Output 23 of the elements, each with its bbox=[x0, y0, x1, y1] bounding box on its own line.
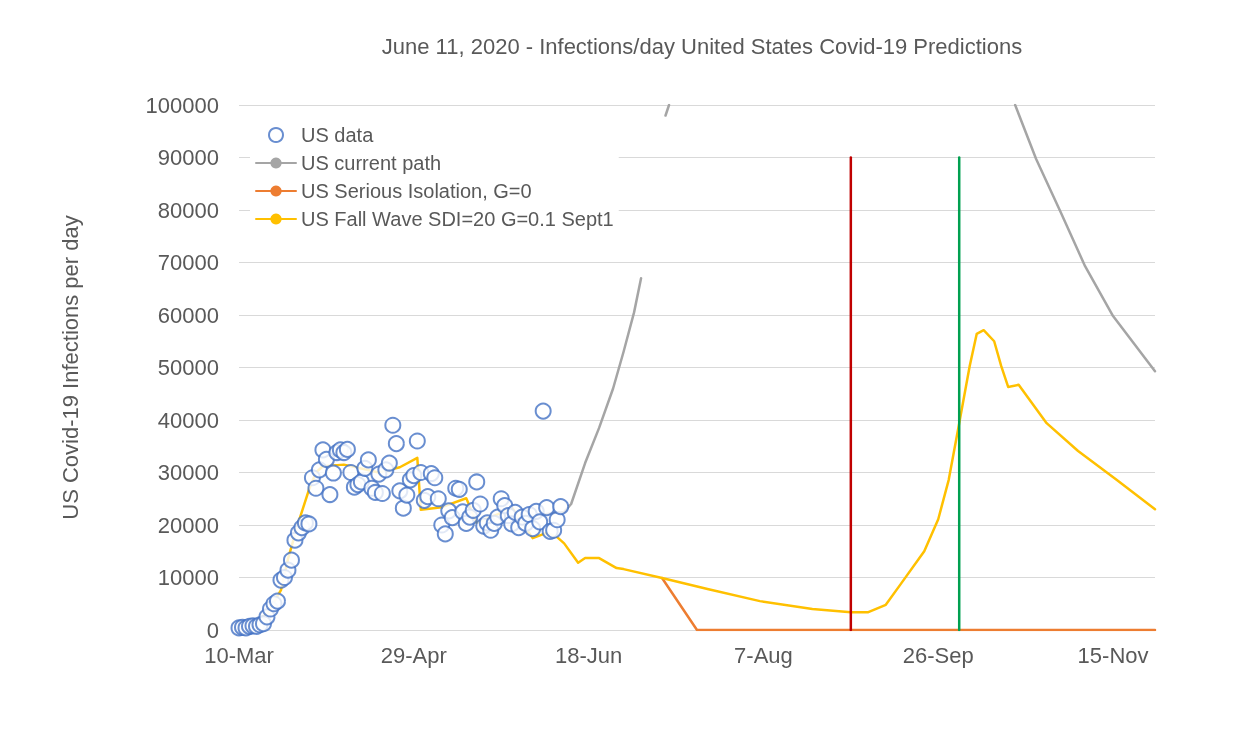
y-axis-title: US Covid-19 Infections per day bbox=[57, 215, 83, 520]
y-tick-label: 20000 bbox=[157, 512, 219, 538]
legend-label: US Serious Isolation, G=0 bbox=[301, 180, 532, 202]
x-tick-label: 15-Nov bbox=[1077, 642, 1149, 668]
y-tick-label: 60000 bbox=[157, 302, 219, 328]
legend-label: US current path bbox=[301, 152, 442, 174]
legend-label: US data bbox=[301, 124, 375, 146]
x-tick-label: 10-Mar bbox=[204, 642, 274, 668]
x-tick-label: 26-Sep bbox=[902, 642, 974, 668]
y-tick-label: 10000 bbox=[157, 565, 219, 590]
y-tick-label: 90000 bbox=[157, 145, 219, 170]
x-tick-label: 29-Apr bbox=[380, 642, 447, 668]
x-tick-label: 18-Jun bbox=[554, 642, 623, 668]
legend-label: US Fall Wave SDI=20 G=0.1 Sept1 bbox=[301, 208, 614, 230]
y-tick-label: 100000 bbox=[145, 92, 219, 118]
y-tick-label: 0 bbox=[206, 617, 219, 643]
y-tick-label: 70000 bbox=[157, 250, 219, 275]
x-tick-label: 7-Aug bbox=[734, 642, 793, 668]
chart-title: June 11, 2020 - Infections/day United States Covid-19 Predictions bbox=[381, 33, 1023, 59]
y-tick-label: 50000 bbox=[157, 355, 219, 380]
y-tick-label: 40000 bbox=[157, 407, 219, 433]
y-tick-label: 80000 bbox=[157, 197, 219, 223]
y-tick-label: 30000 bbox=[157, 460, 219, 485]
